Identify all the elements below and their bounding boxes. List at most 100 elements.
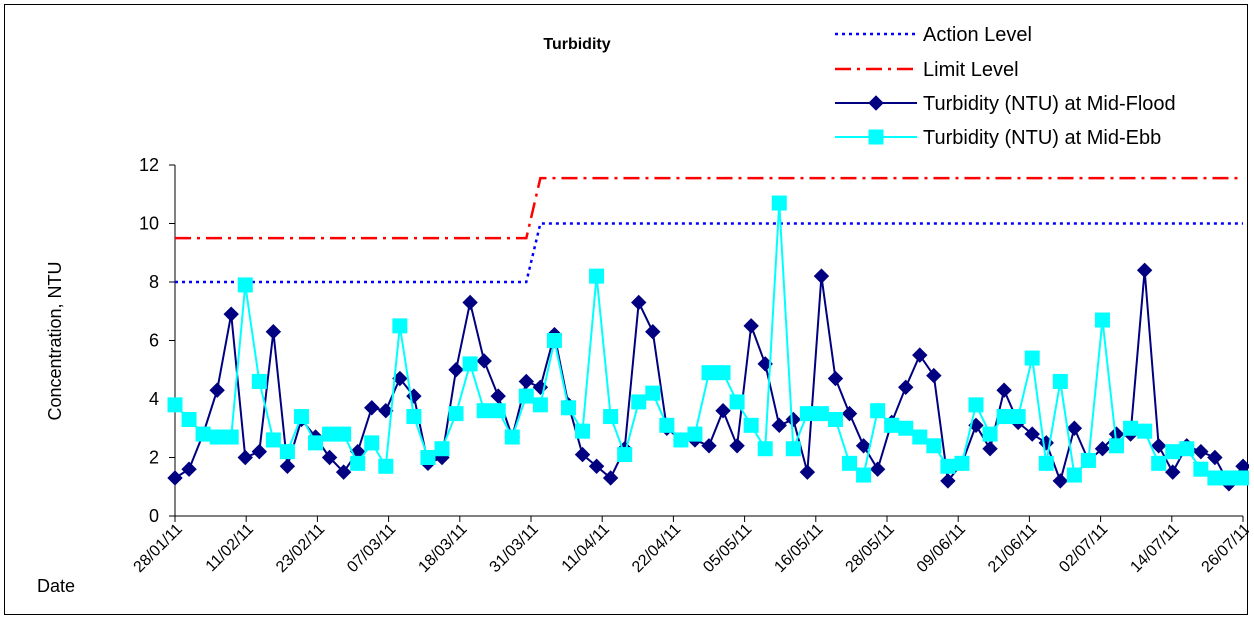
plot-layer: 0 2 4 6 8 10 12 28/01/11 11/02/11 23/02/11 07/03/1… [131, 155, 1249, 576]
chart-title: Turbidity [543, 36, 610, 53]
data-point [799, 464, 816, 480]
turbidity-chart: 0 2 4 6 8 10 12 28/01/11 11/02/11 23/02/11 07/03/1… [37, 24, 1249, 596]
data-point [870, 403, 886, 419]
y-tick-label: 0 [149, 506, 159, 526]
data-point [336, 426, 352, 442]
data-point [209, 382, 225, 398]
x-tick-label: 07/03/11 [344, 521, 399, 576]
data-point [926, 438, 942, 454]
x-tick-label: 16/05/11 [771, 521, 826, 576]
data-point [757, 441, 773, 457]
data-point [1024, 426, 1040, 442]
data-point [237, 277, 253, 293]
legend-label: Turbidity (NTU) at Mid-Ebb [923, 127, 1161, 149]
data-point [532, 397, 548, 413]
data-point [448, 406, 464, 422]
data-point [223, 429, 239, 445]
data-point [673, 432, 689, 448]
data-point [771, 417, 787, 434]
data-point [223, 306, 239, 322]
legend-item: Action Level [835, 24, 1032, 46]
x-tick-label: 18/03/11 [415, 521, 470, 576]
data-point [293, 409, 309, 425]
data-point [743, 417, 759, 433]
data-point [1038, 455, 1054, 471]
data-point [856, 467, 872, 483]
data-point [1150, 438, 1167, 454]
data-point [940, 473, 956, 489]
legend: Action Level Limit Level Turbidity (NTU) a… [835, 24, 1176, 149]
data-point [1193, 461, 1209, 477]
data-point [1052, 373, 1068, 389]
data-point [1235, 470, 1249, 486]
data-point [799, 406, 815, 422]
data-point [1066, 467, 1082, 483]
data-point [743, 318, 759, 334]
data-point [701, 365, 717, 381]
legend-item: Limit Level [835, 59, 1019, 81]
data-point [406, 409, 422, 425]
data-point [785, 411, 802, 428]
data-point [476, 353, 492, 369]
data-point [1123, 420, 1139, 436]
series-1 [175, 176, 1243, 240]
data-point [645, 324, 661, 340]
data-point [350, 455, 366, 471]
x-tick-label: 05/05/11 [700, 521, 755, 576]
legend-swatch-marker [868, 95, 884, 111]
legend-label: Turbidity (NTU) at Mid-Flood [923, 93, 1176, 115]
x-tick-label: 22/04/11 [629, 521, 684, 576]
data-point [448, 362, 464, 378]
data-point [729, 394, 745, 410]
data-point [462, 294, 478, 311]
y-tick-label: 12 [139, 155, 159, 175]
data-point [237, 449, 253, 466]
data-point [912, 347, 928, 363]
data-point [827, 411, 843, 427]
data-point [617, 447, 633, 463]
data-point [659, 417, 675, 433]
data-point [1066, 420, 1083, 436]
data-point [462, 356, 478, 372]
data-point [715, 365, 731, 381]
data-point [729, 438, 745, 454]
data-point [701, 438, 717, 454]
x-tick-label: 28/01/11 [131, 521, 186, 576]
data-point [1179, 441, 1195, 457]
data-point [546, 333, 562, 348]
data-point [1024, 350, 1040, 366]
data-point [996, 382, 1012, 398]
data-point [771, 195, 787, 211]
x-tick-label: 28/05/11 [843, 521, 898, 576]
data-point [490, 403, 506, 419]
x-tick-label: 26/07/11 [1199, 521, 1249, 576]
data-point [308, 435, 324, 451]
data-point [898, 420, 914, 436]
data-point [645, 385, 661, 401]
series-0 [175, 222, 1243, 284]
data-point [954, 455, 970, 471]
legend-item: Turbidity (NTU) at Mid-Flood [835, 93, 1176, 115]
data-point [1136, 262, 1153, 279]
data-point [968, 397, 984, 413]
data-point [1207, 470, 1223, 486]
data-point [1165, 464, 1181, 480]
data-point [167, 397, 183, 413]
data-point [884, 417, 900, 433]
data-point [251, 443, 268, 460]
y-axis-label: Concentration, NTU [45, 261, 65, 420]
data-point [392, 318, 408, 334]
data-point [181, 461, 197, 477]
data-point [631, 294, 647, 311]
data-point [603, 409, 619, 425]
series-line [175, 176, 1243, 240]
data-point [982, 426, 998, 442]
data-point [1165, 444, 1181, 460]
data-point [1094, 441, 1111, 457]
data-point [996, 409, 1012, 425]
legend-label: Limit Level [923, 59, 1019, 81]
y-tick-label: 2 [149, 448, 159, 468]
data-point [588, 458, 605, 474]
data-point [827, 370, 844, 387]
data-point [602, 470, 619, 486]
